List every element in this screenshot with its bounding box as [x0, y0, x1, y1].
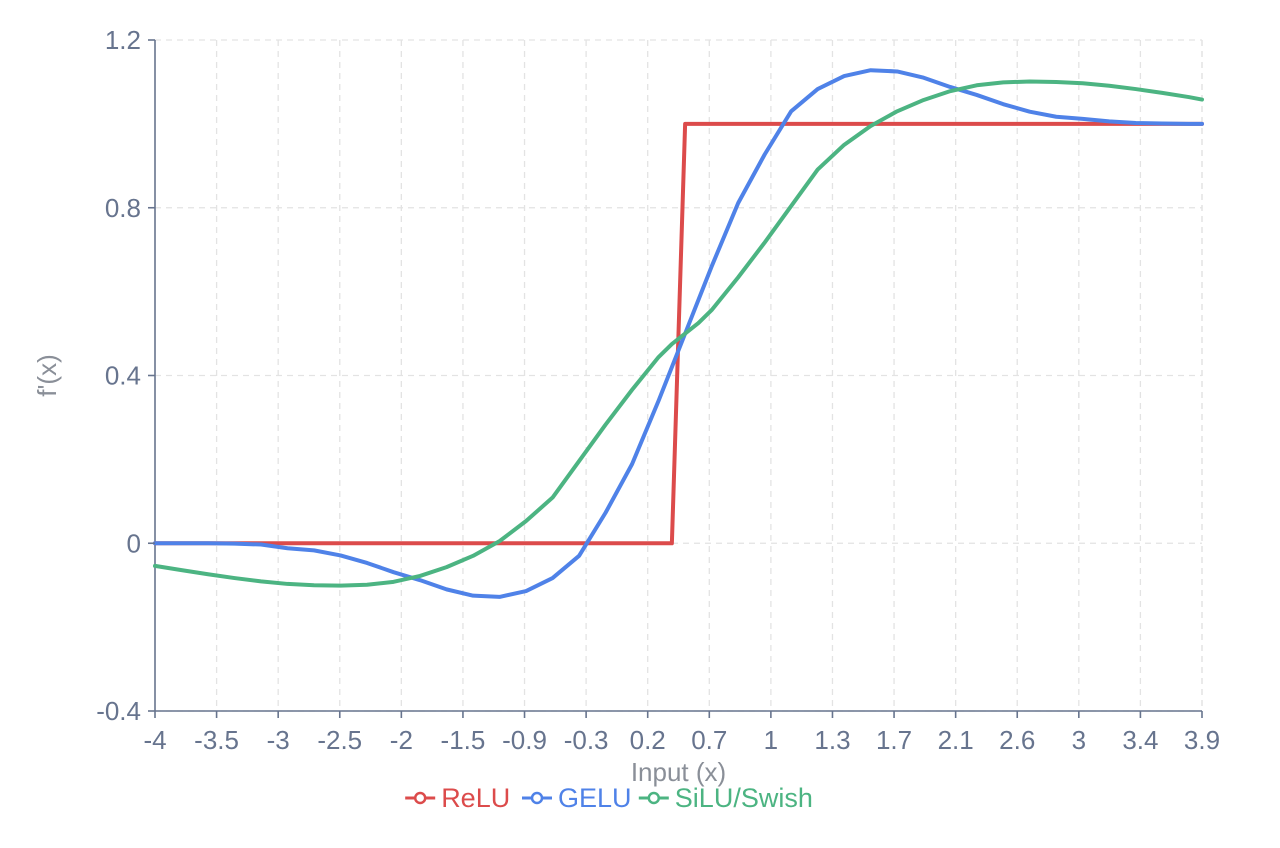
- x-tick-label: 3.4: [1122, 725, 1158, 755]
- x-tick-label: 1.7: [876, 725, 912, 755]
- x-axis-title: Input (x): [631, 757, 726, 787]
- y-tick-label: -0.4: [96, 696, 141, 726]
- series-line-relu: [153, 121, 1204, 546]
- x-tick-label: -3: [267, 725, 290, 755]
- x-tick-label: -4: [143, 725, 166, 755]
- x-tick-label: 1: [764, 725, 778, 755]
- legend-marker: [647, 791, 661, 805]
- x-tick-label: 3.9: [1184, 725, 1220, 755]
- legend[interactable]: ReLU GELU SiLU/Swish: [405, 783, 813, 813]
- legend-marker: [530, 791, 544, 805]
- legend-label: SiLU/Swish: [675, 783, 813, 813]
- x-tick-label: 2.6: [999, 725, 1035, 755]
- x-tick-label: -0.9: [502, 725, 547, 755]
- x-tick-label: -2: [390, 725, 413, 755]
- legend-item-relu[interactable]: ReLU: [405, 783, 510, 813]
- x-tick-label: 0.2: [630, 725, 666, 755]
- x-axis-ticks: -4 -3.5 -3 -2.5 -2 -1.5 -0.9 -0.3 0.2 0.7 1 1.3 1.7 2…: [143, 711, 1220, 755]
- x-tick-label: -0.3: [564, 725, 609, 755]
- legend-item-gelu[interactable]: GELU: [522, 783, 632, 813]
- x-tick-label: -2.5: [317, 725, 362, 755]
- series-line-silu-swish: [153, 79, 1204, 588]
- y-axis-title: f'(x): [32, 354, 62, 397]
- y-tick-label: 0.8: [105, 193, 141, 223]
- x-tick-label: -3.5: [194, 725, 239, 755]
- legend-label: GELU: [558, 783, 632, 813]
- x-tick-label: -1.5: [441, 725, 486, 755]
- y-tick-label: 0.4: [105, 361, 141, 391]
- x-tick-label: 1.3: [814, 725, 850, 755]
- y-tick-label: 1.2: [105, 25, 141, 55]
- x-tick-label: 3: [1072, 725, 1086, 755]
- y-tick-label: 0: [127, 528, 141, 558]
- series-group: [153, 68, 1204, 599]
- legend-item-silu-swish[interactable]: SiLU/Swish: [638, 783, 813, 813]
- legend-label: ReLU: [441, 783, 510, 813]
- x-tick-label: 2.1: [938, 725, 974, 755]
- legend-marker: [413, 791, 427, 805]
- y-axis-ticks: 1.2 0.8 0.4 0 -0.4: [96, 25, 155, 726]
- x-tick-label: 0.7: [691, 725, 727, 755]
